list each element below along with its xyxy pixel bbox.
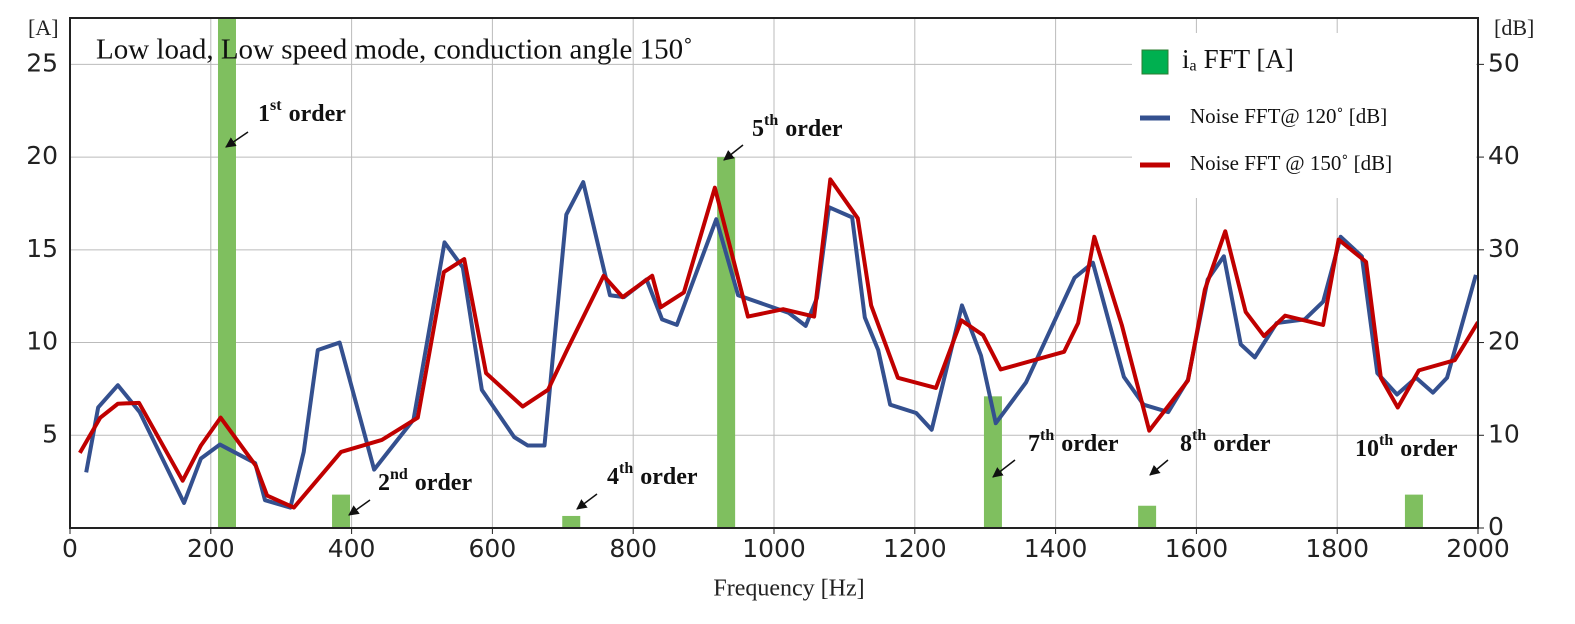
y2-axis-label: [dB]	[1494, 15, 1534, 40]
bar	[562, 515, 581, 528]
y-tick-label: 5	[42, 419, 58, 448]
annotation-number: 8	[1180, 431, 1192, 457]
x-tick-label: 1200	[883, 534, 947, 563]
y2-tick-label: 20	[1488, 327, 1520, 356]
x-tick-label: 1400	[1024, 534, 1088, 563]
annotation-suffix: th	[1040, 427, 1054, 444]
annotation-suffix: th	[1192, 427, 1206, 444]
x-tick-label: 800	[609, 534, 657, 563]
bar	[1138, 505, 1157, 528]
bar	[332, 494, 351, 528]
annotation: 1st order	[258, 97, 346, 127]
annotation-number: 5	[752, 116, 764, 142]
x-tick-label: 1000	[742, 534, 806, 563]
annotation-number: 10	[1355, 436, 1379, 462]
annotation-word: order	[1400, 436, 1458, 462]
annotation-suffix: nd	[390, 466, 408, 483]
legend: iₐ FFT [A] Noise FFT@ 120˚ [dB] Noise FFT …	[1132, 33, 1476, 198]
y2-tick-label: 10	[1488, 419, 1520, 448]
y2-tick-label: 0	[1488, 512, 1504, 541]
y2-tick-label: 40	[1488, 141, 1520, 170]
legend-label: Noise FFT@ 120˚ [dB]	[1190, 104, 1387, 128]
annotation-number: 4	[607, 464, 619, 490]
y2-tick-label: 50	[1488, 48, 1520, 77]
chart-title: Low load, Low speed mode, conduction ang…	[96, 34, 693, 66]
x-tick-label: 1800	[1305, 534, 1369, 563]
x-tick-label: 400	[328, 534, 376, 563]
annotation-arrow	[992, 459, 1016, 478]
annotation-word: order	[640, 464, 698, 490]
annotation-suffix: th	[619, 460, 633, 477]
annotation: 10th order	[1355, 432, 1458, 462]
x-tick-label: 600	[469, 534, 517, 563]
annotation-arrow	[348, 499, 371, 516]
x-tick-label: 2000	[1446, 534, 1510, 563]
bar	[983, 396, 1002, 528]
y-tick-label: 20	[26, 141, 58, 170]
y2-tick-label: 30	[1488, 234, 1520, 263]
annotation-word: order	[785, 116, 843, 142]
annotation-number: 7	[1028, 431, 1040, 457]
annotation-word: order	[289, 101, 347, 127]
annotation-arrow	[1149, 459, 1169, 476]
x-axis-label: Frequency [Hz]	[713, 576, 864, 602]
legend-label: Noise FFT @ 150˚ [dB]	[1190, 151, 1392, 175]
x-tick-label: 200	[187, 534, 235, 563]
annotation-number: 2	[378, 470, 390, 496]
annotation-word: order	[1213, 431, 1271, 457]
annotation-suffix: th	[764, 112, 778, 129]
y-tick-label: 10	[26, 327, 58, 356]
annotation-suffix: th	[1379, 432, 1393, 449]
annotation-arrow	[576, 493, 598, 510]
plot	[78, 18, 1478, 528]
y-axis-label: [A]	[28, 15, 59, 40]
annotation-suffix: st	[270, 97, 282, 114]
line	[78, 177, 1478, 510]
legend-box	[1132, 33, 1476, 198]
legend-swatch	[1141, 49, 1169, 75]
y-tick-label: 15	[26, 234, 58, 263]
axes: 0 200 400 600 800 1000 1200 1400 1600 1800 2000510…	[26, 48, 1520, 563]
annotation-arrow	[225, 131, 249, 148]
annotation: 8th order	[1180, 427, 1271, 457]
annotation-arrow	[723, 144, 744, 161]
annotation: 7th order	[1028, 427, 1119, 457]
annotation-word: order	[1061, 431, 1119, 457]
annotation-word: order	[415, 470, 473, 496]
annotation: 5th order	[752, 112, 843, 142]
x-tick-label: 0	[62, 534, 78, 563]
x-tick-label: 1600	[1165, 534, 1229, 563]
bar	[1404, 494, 1423, 528]
annotation-number: 1	[258, 101, 270, 127]
annotation: 2nd order	[378, 466, 472, 496]
legend-label: iₐ FFT [A]	[1182, 44, 1294, 74]
y-tick-label: 25	[26, 48, 58, 77]
annotation: 4th order	[607, 460, 698, 490]
